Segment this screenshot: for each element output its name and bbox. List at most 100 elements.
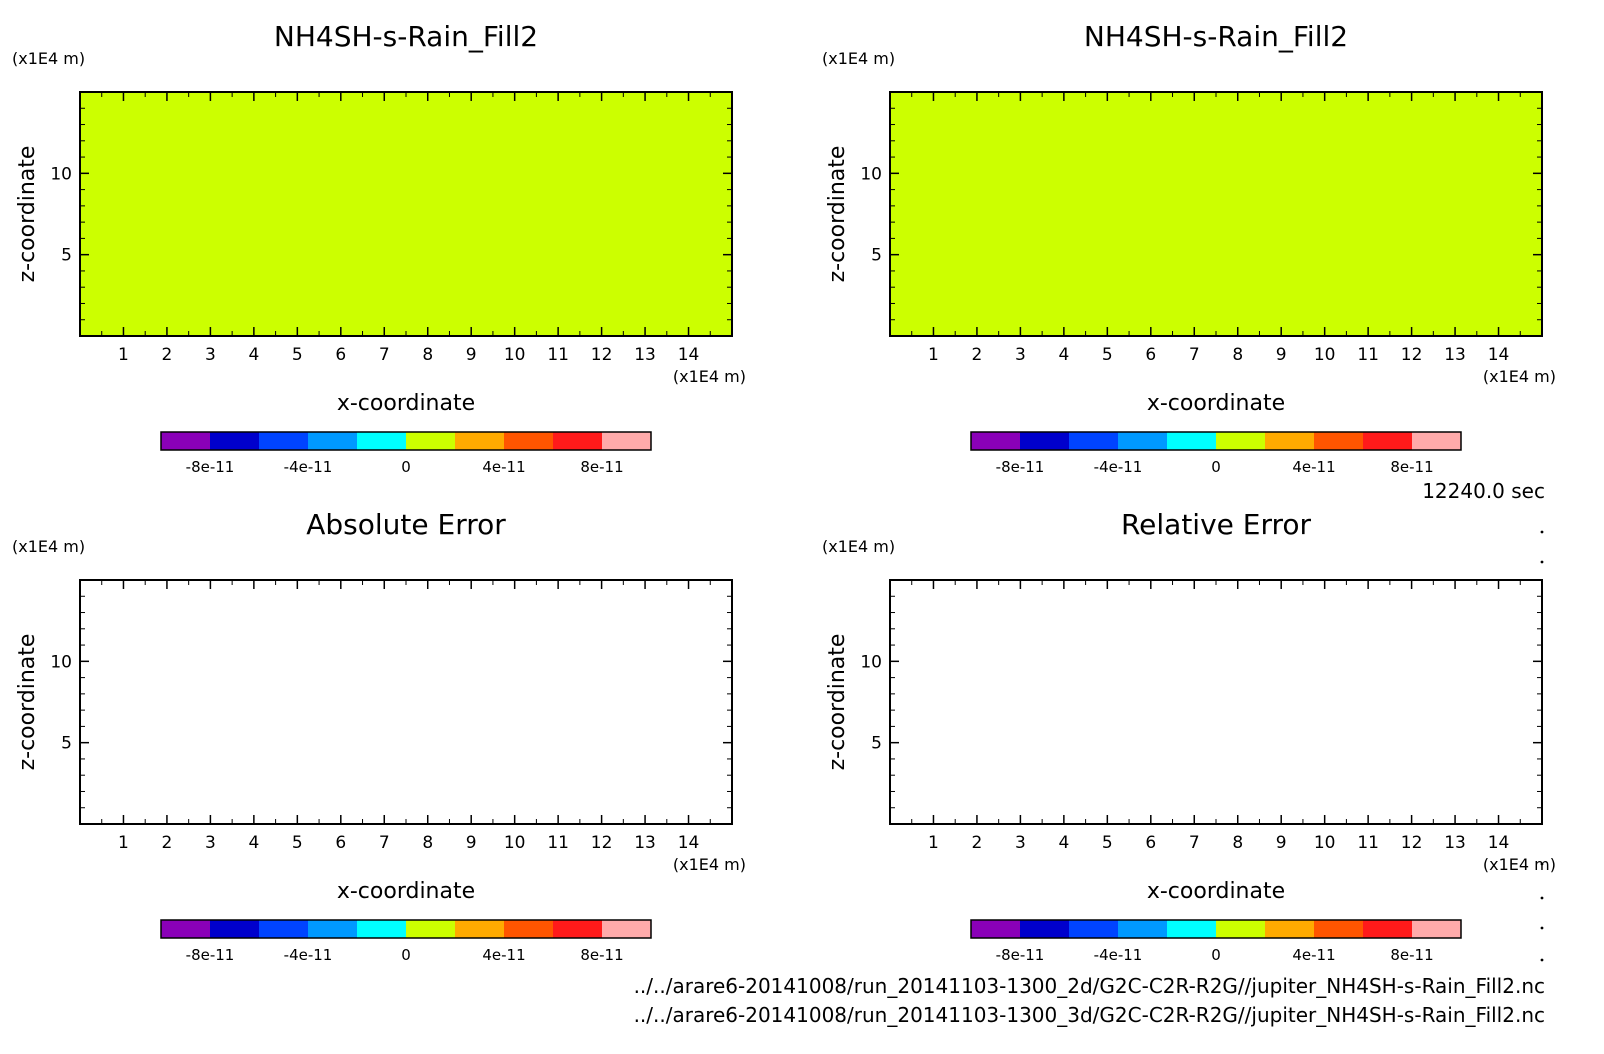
colorbar-swatch (553, 920, 602, 938)
colorbar-tick-label: -4e-11 (1094, 946, 1143, 964)
colorbar-swatch (1265, 920, 1314, 938)
colorbar-swatch (602, 432, 651, 450)
x-tick-label: 13 (634, 345, 656, 365)
z-tick-label: 10 (860, 652, 882, 672)
panel-title: NH4SH-s-Rain_Fill2 (1084, 20, 1348, 53)
plot-frame (79, 579, 733, 825)
colorbar-tick-label: 8e-11 (1390, 458, 1433, 476)
colorbar-tick-label: 8e-11 (580, 458, 623, 476)
x-tick-label: 7 (1189, 833, 1200, 853)
colorbar-swatch (1412, 432, 1461, 450)
x-tick-label: 2 (972, 833, 983, 853)
x-tick-label: 12 (591, 833, 613, 853)
z-unit-label: (x1E4 m) (822, 49, 895, 68)
x-unit-label: (x1E4 m) (1483, 855, 1556, 874)
colorbar-swatch (1363, 920, 1412, 938)
x-tick-label: 8 (1232, 833, 1243, 853)
x-tick-label: 14 (678, 833, 700, 853)
colorbar-swatch (1118, 920, 1167, 938)
file-path-3d: ../../arare6-20141008/run_20141103-1300_… (634, 1003, 1545, 1027)
plot-panel-1: NH4SH-s-Rain_Fill2(x1E4 m)1 2 3 4 5 6 7 8 9 10 11 1… (12, 20, 746, 476)
colorbar-swatch (1118, 432, 1167, 450)
colorbar-swatch (308, 432, 357, 450)
corner-dot (1540, 896, 1544, 900)
colorbar-swatch (1069, 432, 1118, 450)
colorbar-swatch (1167, 920, 1216, 938)
plot-panel-2: NH4SH-s-Rain_Fill2(x1E4 m)1 2 3 4 5 6 7 8 9 10 11 1… (822, 20, 1556, 476)
colorbar-tick-label: 8e-11 (1390, 946, 1433, 964)
x-tick-label: 2 (972, 345, 983, 365)
x-tick-label: 14 (678, 345, 700, 365)
colorbar-swatch (1216, 432, 1265, 450)
x-tick-label: 6 (335, 833, 346, 853)
colorbar-swatch (357, 432, 406, 450)
x-axis-label: x-coordinate (337, 391, 475, 416)
colorbar-swatch (1314, 432, 1363, 450)
x-tick-label: 8 (1232, 345, 1243, 365)
colorbar-swatch (1020, 432, 1069, 450)
z-tick-label: 10 (50, 164, 72, 184)
corner-dot (1540, 926, 1544, 930)
x-tick-label: 4 (248, 833, 259, 853)
x-tick-label: 3 (205, 345, 216, 365)
x-tick-label: 2 (162, 345, 173, 365)
colorbar-tick-label: 0 (401, 946, 411, 964)
colorbar-tick-label: -4e-11 (284, 946, 333, 964)
x-tick-label: 13 (634, 833, 656, 853)
time-label: 12240.0 sec (1422, 479, 1545, 503)
x-tick-label: 6 (1145, 345, 1156, 365)
colorbar-swatch (161, 432, 210, 450)
x-tick-label: 7 (379, 833, 390, 853)
x-axis-label: x-coordinate (1147, 391, 1285, 416)
z-tick-label: 5 (871, 734, 882, 754)
corner-dot (1540, 560, 1544, 564)
colorbar-swatch (1363, 432, 1412, 450)
x-tick-label: 1 (928, 345, 939, 365)
z-unit-label: (x1E4 m) (12, 537, 85, 556)
z-tick-label: 10 (860, 164, 882, 184)
x-tick-label: 13 (1444, 345, 1466, 365)
field-fill (80, 92, 732, 336)
colorbar-swatch (971, 432, 1020, 450)
x-tick-label: 10 (1314, 345, 1336, 365)
colorbar-swatch (210, 432, 259, 450)
x-tick-label: 11 (1357, 345, 1379, 365)
x-tick-label: 1 (118, 345, 129, 365)
colorbar-tick-label: 0 (1211, 458, 1221, 476)
x-unit-label: (x1E4 m) (673, 855, 746, 874)
z-tick-label: 5 (871, 246, 882, 266)
colorbar-swatch (504, 920, 553, 938)
x-tick-label: 9 (466, 833, 477, 853)
colorbar-tick-label: -8e-11 (996, 458, 1045, 476)
x-tick-label: 12 (591, 345, 613, 365)
colorbar-swatch (210, 920, 259, 938)
colorbar-tick-label: 4e-11 (482, 458, 525, 476)
colorbar-frame (970, 919, 1462, 939)
z-axis-label: z-coordinate (15, 146, 40, 283)
z-axis-label: z-coordinate (15, 634, 40, 771)
corner-dot (1540, 958, 1544, 962)
panel-title: Relative Error (1121, 508, 1312, 541)
x-tick-label: 9 (466, 345, 477, 365)
x-tick-label: 14 (1488, 345, 1510, 365)
colorbar-swatch (504, 432, 553, 450)
colorbar-swatch (1265, 432, 1314, 450)
colorbar-swatch (259, 920, 308, 938)
colorbar-swatch (161, 920, 210, 938)
colorbar-tick-label: -4e-11 (1094, 458, 1143, 476)
x-axis-label: x-coordinate (1147, 879, 1285, 904)
x-tick-label: 3 (1015, 345, 1026, 365)
colorbar-tick-label: -8e-11 (186, 946, 235, 964)
colorbar-swatch (1020, 920, 1069, 938)
colorbar-frame (970, 431, 1462, 451)
colorbar-swatch (406, 920, 455, 938)
plot-frame (889, 579, 1543, 825)
x-axis-label: x-coordinate (337, 879, 475, 904)
x-tick-label: 6 (1145, 833, 1156, 853)
colorbar-swatch (259, 432, 308, 450)
panel-title: Absolute Error (306, 508, 506, 541)
x-tick-label: 9 (1276, 345, 1287, 365)
x-tick-label: 3 (205, 833, 216, 853)
colorbar-swatch (553, 432, 602, 450)
